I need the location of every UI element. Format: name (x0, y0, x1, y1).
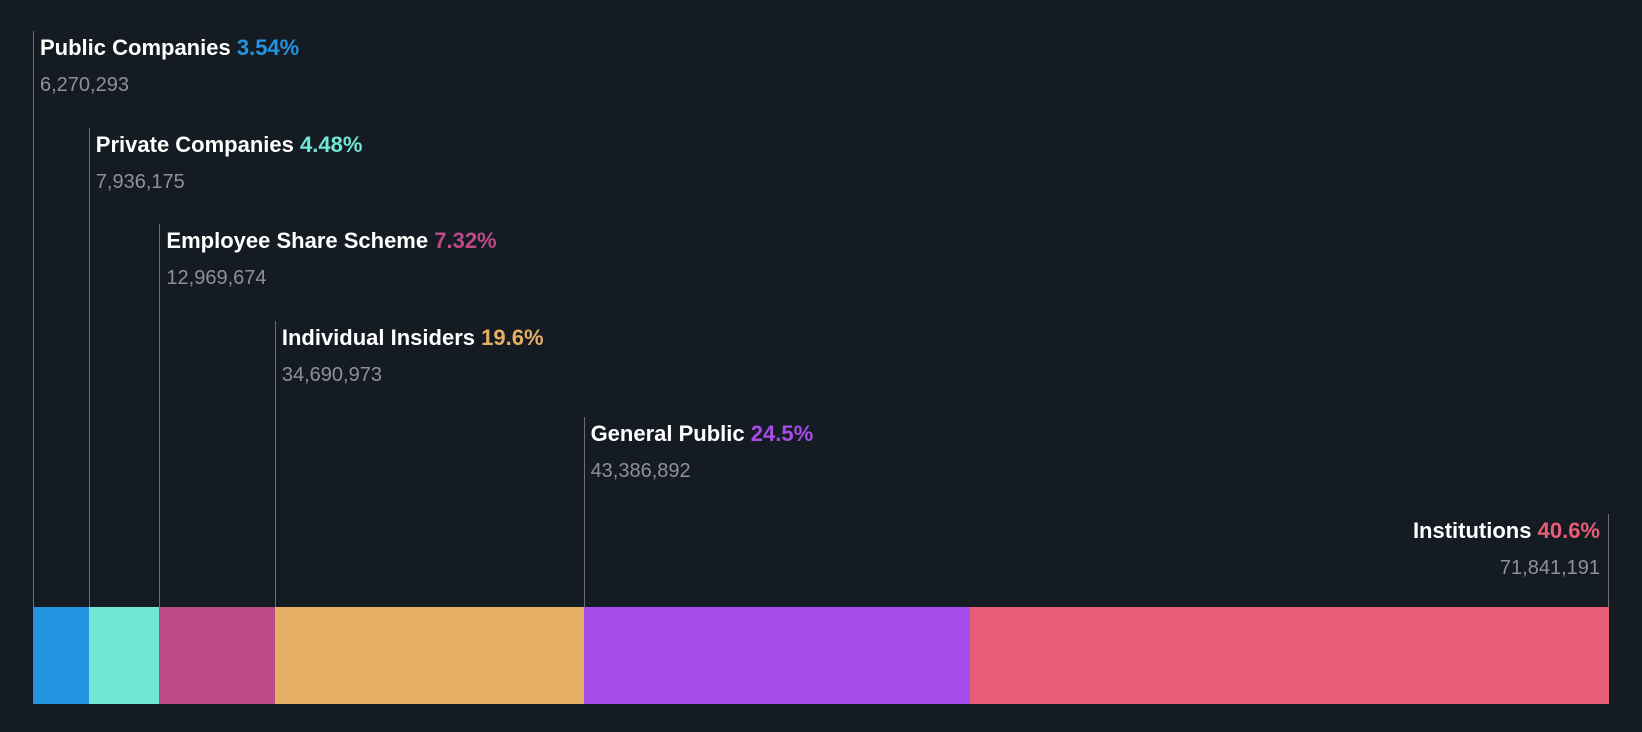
bar-segment-individual-insiders (274, 607, 585, 704)
label-private-companies: Private Companies 4.48% 7,936,175 (96, 132, 363, 194)
category-name: Private Companies (95, 131, 294, 157)
leader-line-general-public (583, 417, 585, 607)
category-name: General Public (590, 421, 745, 446)
category-name: Employee Share Scheme (166, 228, 429, 253)
bar-segment-employee-share-scheme (159, 607, 276, 704)
category-name: Public Companies (40, 35, 231, 60)
shares-label: 34,690,973 (281, 363, 382, 386)
leader-line-public-companies (33, 31, 34, 607)
percent-label: 7.32% (434, 228, 497, 253)
label-individual-insiders: Individual Insiders 19.6% 34,690,973 (282, 325, 544, 387)
category-name: Individual Insiders (281, 324, 475, 350)
label-institutions: Institutions 40.6% 71,841,191 (1413, 518, 1600, 580)
leader-line-institutions (1608, 513, 1609, 607)
shares-label: 7,936,175 (95, 170, 185, 193)
bar-segment-private-companies (88, 607, 160, 704)
bar-segment-institutions (969, 607, 1610, 704)
shares-label: 6,270,293 (40, 74, 129, 96)
label-employee-share-scheme: Employee Share Scheme 7.32% 12,969,674 (166, 228, 496, 290)
label-public-companies: Public Companies 3.54% 6,270,293 (40, 35, 299, 97)
percent-label: 4.48% (300, 131, 363, 157)
shares-label: 12,969,674 (166, 267, 267, 289)
percent-label: 40.6% (1537, 517, 1600, 543)
label-general-public: General Public 24.5% 43,386,892 (591, 421, 814, 483)
shares-label: 71,841,191 (1499, 556, 1600, 579)
bar-segment-public-companies (33, 607, 90, 704)
percent-label: 24.5% (750, 421, 814, 446)
leader-line-employee-share-scheme (159, 224, 161, 607)
leader-line-private-companies (88, 127, 90, 607)
leader-line-individual-insiders (274, 320, 276, 607)
percent-label: 19.6% (481, 324, 544, 350)
percent-label: 3.54% (236, 35, 300, 60)
category-name: Institutions (1412, 517, 1532, 543)
bar-segment-general-public (583, 607, 971, 704)
shares-label: 43,386,892 (590, 460, 691, 482)
